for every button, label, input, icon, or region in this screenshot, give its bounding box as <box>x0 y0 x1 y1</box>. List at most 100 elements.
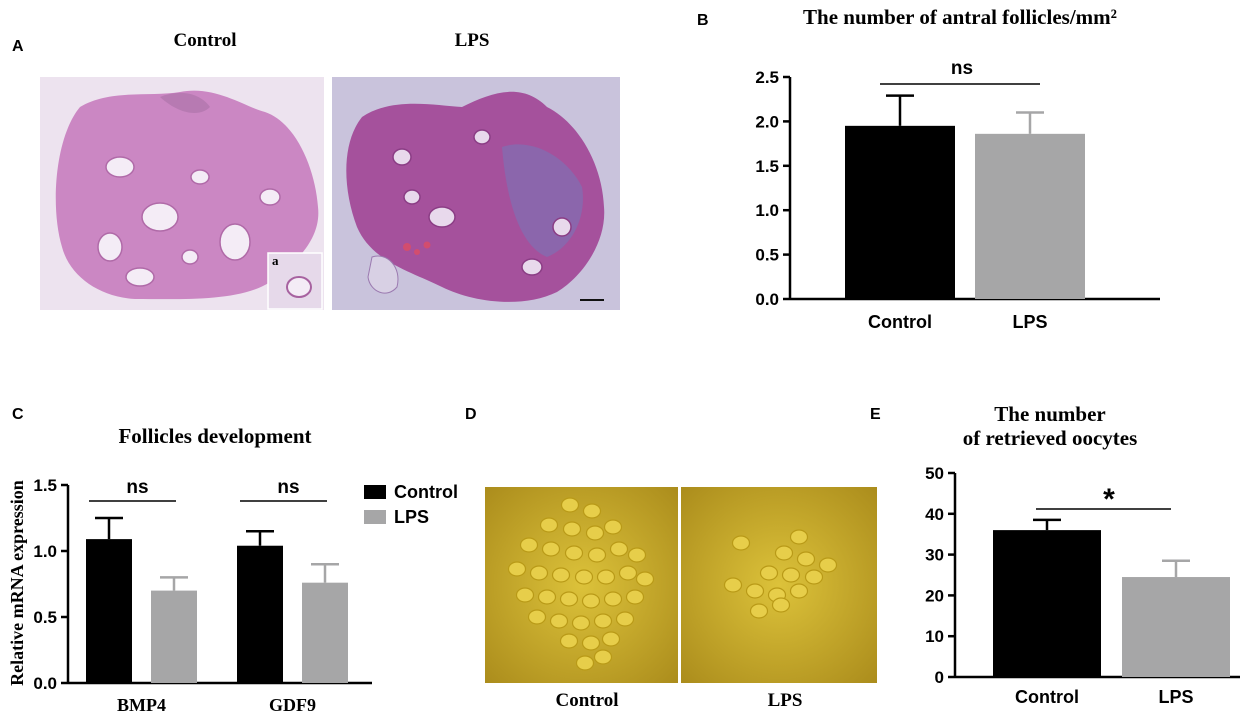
chart-b-significance-label: ns <box>951 58 973 79</box>
chart-e-x-label: LPS <box>1158 687 1193 707</box>
oocyte <box>581 635 601 651</box>
chart-c-legend-label: LPS <box>394 507 429 527</box>
oocyte <box>529 565 549 581</box>
oocyte <box>549 613 569 629</box>
oocyte <box>625 589 645 605</box>
oocyte <box>796 551 816 567</box>
oocyte <box>537 589 557 605</box>
panel-d-control-label: Control <box>555 690 619 711</box>
chart-e-title-line2: of retrieved oocytes <box>962 426 1138 450</box>
chart-c-y-tick-label: 1.0 <box>33 542 57 561</box>
oocyte <box>559 633 579 649</box>
chart-c-title: Follicles development <box>118 424 312 448</box>
oocyte <box>519 537 539 553</box>
histology-lps-image <box>332 77 620 310</box>
oocyte <box>582 503 602 519</box>
oocyte <box>618 565 638 581</box>
chart-b-y-tick-label: 2.0 <box>755 112 779 131</box>
chart-c-legend-swatch <box>364 485 386 499</box>
oocyte <box>609 541 629 557</box>
oocyte <box>818 557 838 573</box>
oocyte <box>603 591 623 607</box>
oocyte <box>759 565 779 581</box>
chart-b-title: The number of antral follicles/mm² <box>803 5 1117 29</box>
oocytes-control-drawing <box>485 487 678 683</box>
oocyte <box>585 525 605 541</box>
oocyte <box>596 569 616 585</box>
oocyte <box>615 611 635 627</box>
oocyte <box>603 519 623 535</box>
chart-e-x-label: Control <box>1015 687 1079 707</box>
oocyte <box>781 567 801 583</box>
oocyte <box>745 583 765 599</box>
oocytes-lps-image <box>681 487 877 683</box>
chart-e-bar <box>1122 577 1230 677</box>
chart-b-y-tick-label: 2.5 <box>755 68 779 87</box>
panel-a-lps-label: LPS <box>454 30 490 51</box>
oocytes-control-image <box>485 487 678 683</box>
chart-c-bar <box>237 545 283 683</box>
chart-c-legend-swatch <box>364 510 386 524</box>
oocyte <box>559 591 579 607</box>
chart-c-y-tick-label: 1.5 <box>33 476 57 495</box>
oocyte <box>581 593 601 609</box>
chart-c-bar <box>86 539 132 683</box>
oocyte <box>571 615 591 631</box>
histology-lps-drawing <box>332 77 620 310</box>
oocyte <box>774 545 794 561</box>
chart-c-x-label: BMP4 <box>117 695 166 715</box>
oocytes-lps-drawing <box>681 487 877 683</box>
chart-c-significance-label: ns <box>126 477 148 498</box>
chart-b-y-tick-label: 0.5 <box>755 246 779 265</box>
oocyte <box>771 597 791 613</box>
chart-c-bar <box>151 590 197 683</box>
panel-letter-e: E <box>870 406 881 423</box>
oocyte <box>635 571 655 587</box>
chart-e-y-tick-label: 20 <box>925 586 944 605</box>
panel-letter-b: B <box>697 12 709 29</box>
chart-c-x-label: GDF9 <box>269 695 316 715</box>
chart-e-y-tick-label: 0 <box>935 668 944 687</box>
chart-c-bar <box>302 582 348 683</box>
inset-label: a <box>272 253 279 268</box>
oocyte <box>515 587 535 603</box>
panel-a-control-label: Control <box>173 30 237 51</box>
histology-control-image: a <box>40 77 324 310</box>
chart-b-y-tick-label: 0.0 <box>755 290 779 309</box>
chart-e-y-tick-label: 40 <box>925 505 944 524</box>
oocyte <box>507 561 527 577</box>
oocyte <box>564 545 584 561</box>
chart-e-bar <box>993 530 1101 677</box>
chart-e-y-tick-label: 50 <box>925 464 944 483</box>
chart-b-y-tick-label: 1.5 <box>755 157 779 176</box>
oocyte <box>749 603 769 619</box>
oocyte <box>575 655 595 671</box>
chart-e-title-line1: The number <box>994 402 1106 426</box>
oocyte <box>560 497 580 513</box>
chart-c-legend-label: Control <box>394 482 458 502</box>
chart-c-significance-label: ns <box>277 477 299 498</box>
oocyte <box>541 541 561 557</box>
oocyte <box>562 521 582 537</box>
chart-b-x-label: LPS <box>1012 312 1047 332</box>
oocyte <box>731 535 751 551</box>
oocyte <box>723 577 743 593</box>
panel-letter-c: C <box>12 406 24 423</box>
chart-b-x-label: Control <box>868 312 932 332</box>
chart-e-y-tick-label: 30 <box>925 546 944 565</box>
chart-c-y-tick-label: 0.5 <box>33 608 57 627</box>
oocyte <box>539 517 559 533</box>
oocyte <box>593 649 613 665</box>
oocyte <box>527 609 547 625</box>
chart-b-bar <box>975 133 1085 299</box>
chart-e-significance-label: * <box>1103 483 1115 516</box>
oocyte <box>789 583 809 599</box>
oocyte <box>574 569 594 585</box>
oocyte <box>627 547 647 563</box>
panel-letter-d: D <box>465 406 477 423</box>
chart-c-y-tick-label: 0.0 <box>33 674 57 693</box>
oocyte <box>804 569 824 585</box>
